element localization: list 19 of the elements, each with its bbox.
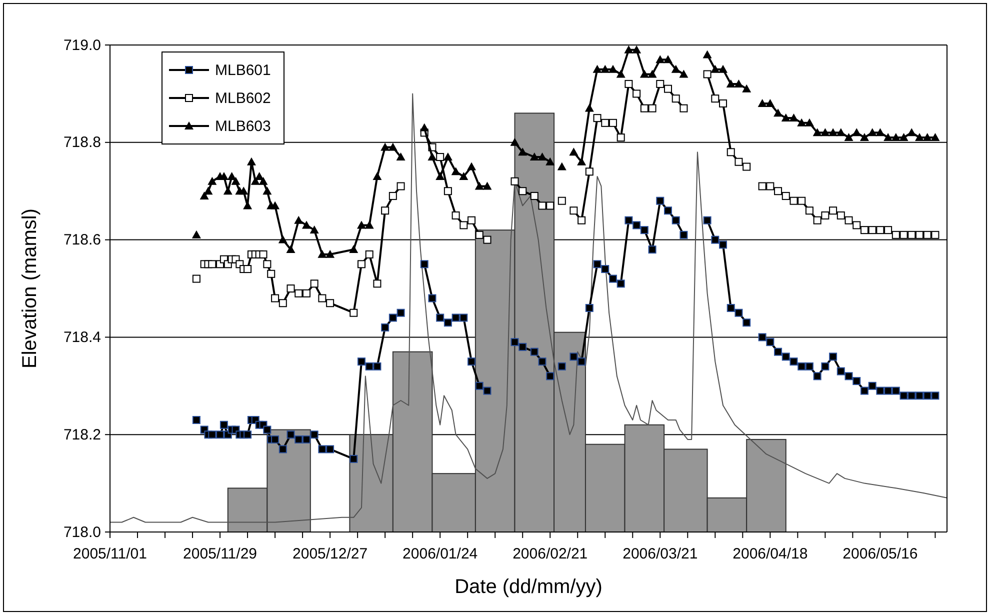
x-axis-title: Date (dd/mm/yy)	[454, 576, 602, 598]
x-tick-label: 2006/05/16	[842, 546, 918, 563]
y-tick-label: 718.0	[63, 524, 101, 541]
x-tick-label: 2005/11/29	[183, 546, 258, 563]
x-tick-label: 2005/12/27	[292, 546, 368, 563]
y-tick-label: 719.0	[63, 36, 101, 54]
x-tick-label: 2005/11/01	[73, 546, 147, 563]
x-tick-label: 2006/02/21	[512, 546, 588, 563]
legend-label: MLB601	[215, 62, 271, 79]
y-axis-title: Elevation (mamsl)	[19, 208, 41, 369]
y-tick-label: 718.6	[63, 232, 101, 249]
y-tick-label: 718.4	[63, 329, 101, 346]
y-tick-label: 718.2	[63, 426, 101, 444]
x-tick-label: 2006/01/24	[402, 546, 478, 563]
legend-label: MLB603	[215, 118, 271, 135]
legend-label: MLB602	[215, 90, 271, 107]
x-tick-label: 2006/04/18	[732, 546, 808, 563]
y-tick-label: 718.8	[63, 134, 101, 152]
x-tick-label: 2006/03/21	[622, 546, 698, 563]
